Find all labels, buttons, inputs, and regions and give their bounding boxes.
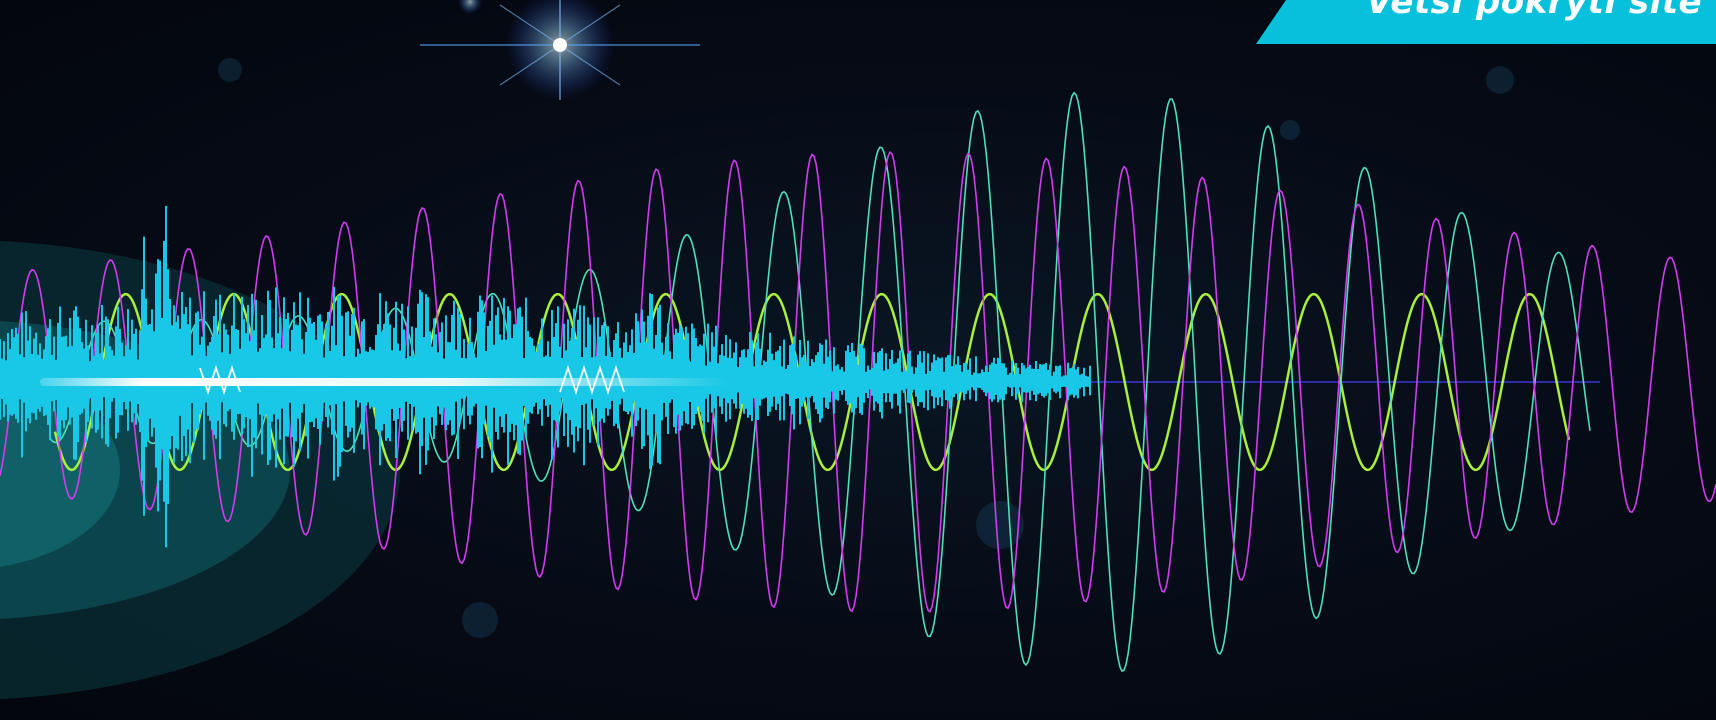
lens-flare (420, 0, 700, 100)
tagline-text: Větší pokrytí sítě (1366, 0, 1703, 22)
mint-wave (49, 91, 1591, 673)
bokeh-dots (218, 58, 1514, 638)
wave-lines (0, 91, 1716, 673)
audio-waveform (0, 205, 1091, 548)
waveform-core-glow (40, 378, 730, 386)
core-zigzag (199, 365, 625, 395)
tagline-ribbon: Větší pokrytí sítě (1256, 0, 1716, 44)
ribbon-shape (1256, 0, 1716, 44)
